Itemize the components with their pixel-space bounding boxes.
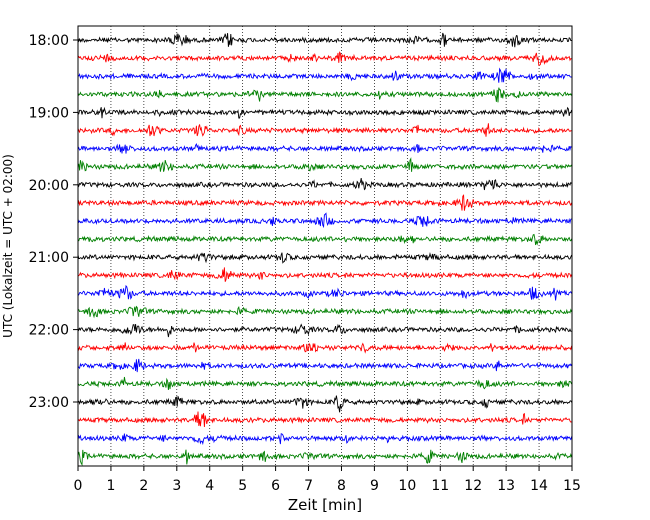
trace-9 [77, 194, 573, 211]
trace-21 [77, 411, 572, 428]
trace-17 [77, 342, 573, 354]
x-tick-label-2: 2 [139, 478, 148, 494]
x-tick-label-7: 7 [304, 478, 313, 494]
trace-7 [77, 157, 573, 172]
trace-22 [77, 433, 573, 446]
trace-20 [77, 395, 572, 413]
y-tick-label-3: 21:00 [29, 250, 69, 266]
trace-15 [77, 305, 573, 319]
x-tick-label-13: 13 [497, 478, 515, 494]
x-tick-label-0: 0 [74, 478, 83, 494]
trace-23 [77, 449, 573, 467]
x-tick-label-1: 1 [106, 478, 115, 494]
grid-lines [110, 26, 540, 466]
trace-18 [77, 358, 573, 373]
trace-13 [77, 267, 573, 282]
x-tick-label-4: 4 [205, 478, 214, 494]
y-tick-label-0: 18:00 [29, 33, 69, 49]
x-tick-label-5: 5 [238, 478, 247, 494]
x-tick-label-14: 14 [530, 478, 548, 494]
x-tick-label-12: 12 [464, 478, 482, 494]
x-tick-label-8: 8 [337, 478, 346, 494]
x-axis: 0 1 2 3 4 5 6 7 8 9 10 11 12 13 14 15 [74, 466, 581, 494]
trace-11 [77, 233, 573, 246]
y-axis: 18:00 19:00 20:00 21:00 22:00 23:00 [29, 33, 78, 411]
x-tick-label-15: 15 [563, 478, 581, 494]
x-tick-label-3: 3 [172, 478, 181, 494]
trace-3 [77, 87, 573, 103]
y-tick-label-5: 23:00 [29, 395, 69, 411]
trace-6 [77, 143, 572, 154]
trace-8 [77, 178, 572, 191]
y-tick-label-1: 19:00 [29, 105, 69, 121]
trace-0 [77, 32, 572, 48]
x-tick-label-11: 11 [431, 478, 449, 494]
trace-2 [77, 67, 572, 83]
trace-4 [77, 106, 573, 119]
y-tick-label-2: 20:00 [29, 178, 69, 194]
trace-19 [77, 376, 573, 391]
trace-1 [77, 51, 572, 66]
trace-16 [77, 323, 572, 338]
plot-frame [77, 25, 573, 467]
x-axis-label: Zeit [min] [288, 496, 362, 514]
trace-12 [77, 252, 573, 264]
x-tick-label-10: 10 [398, 478, 416, 494]
x-tick-label-6: 6 [271, 478, 280, 494]
trace-10 [77, 212, 572, 229]
y-axis-label: UTC (Lokalzeit = UTC + 02:00) [1, 154, 15, 338]
y-tick-label-4: 22:00 [29, 323, 69, 339]
x-tick-label-9: 9 [370, 478, 379, 494]
trace-14 [77, 284, 573, 301]
trace-5 [77, 123, 572, 137]
trace-group [77, 32, 573, 467]
